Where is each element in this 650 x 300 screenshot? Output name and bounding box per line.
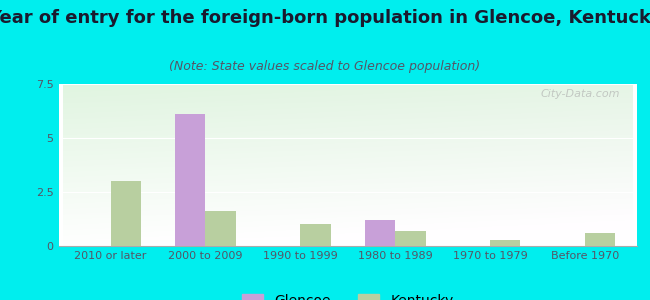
Legend: Glencoe, Kentucky: Glencoe, Kentucky <box>237 289 459 300</box>
Bar <box>111 181 141 246</box>
Text: (Note: State values scaled to Glencoe population): (Note: State values scaled to Glencoe po… <box>170 60 480 73</box>
Bar <box>300 224 331 246</box>
Bar <box>395 231 426 246</box>
Bar <box>205 212 236 246</box>
Bar <box>365 220 395 246</box>
Bar <box>490 239 521 246</box>
Text: Year of entry for the foreign-born population in Glencoe, Kentucky: Year of entry for the foreign-born popul… <box>0 9 650 27</box>
Text: City-Data.com: City-Data.com <box>540 89 619 99</box>
Bar <box>585 233 615 246</box>
Bar <box>175 114 205 246</box>
